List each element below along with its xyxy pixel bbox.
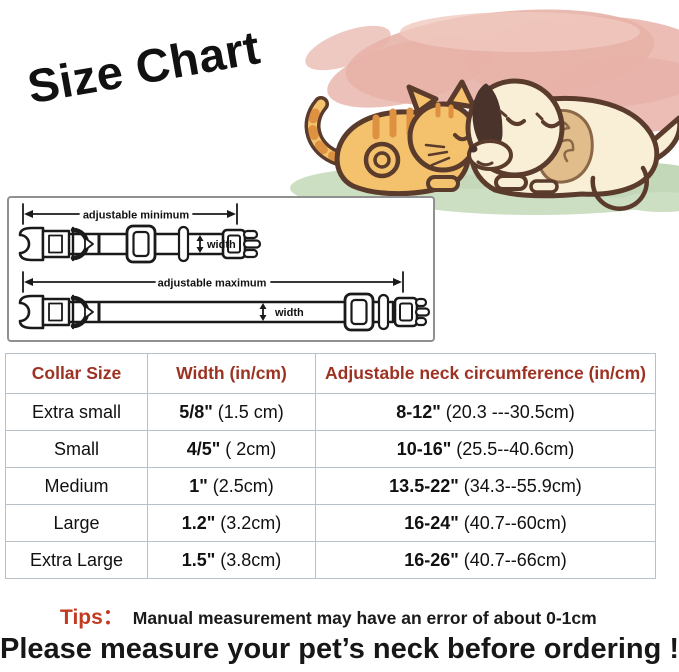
width-inches: 5/8" [179,401,213,422]
collar-diagram-box: adjustable minimum width [7,196,435,342]
width-cell: 1.2" (3.2cm) [147,504,316,542]
tips-text: Manual measurement may have an error of … [132,608,597,628]
measure-notice: Please measure your pet’s neck before or… [0,633,679,665]
width-cell: 5/8" (1.5 cm) [147,393,316,431]
header-circumference: Adjustable neck circumference (in/cm) [315,353,656,394]
circumference-cell: 16-26" (40.7--66cm) [315,541,656,579]
sleeping-dog-illustration [465,78,679,211]
collar-diagram: adjustable minimum width [18,203,431,332]
adjustable-maximum-label: adjustable maximum [158,278,267,290]
size-cell: Large [5,504,148,542]
tips-row: Tips： Manual measurement may have an err… [60,601,597,631]
width-cm: (1.5 cm) [212,401,284,422]
circumference-inches: 8-12" [396,401,441,422]
width-inches: 4/5" [186,438,221,459]
circumference-cm: (40.7--66cm) [458,549,567,570]
width-inches: 1.2" [181,512,216,533]
circumference-cell: 16-24" (40.7--60cm) [315,504,656,542]
table-row: Large 1.2" (3.2cm) 16-24" (40.7--60cm) [5,504,656,542]
size-cell: Medium [5,467,148,505]
width-label-bottom: width [274,307,304,319]
pets-illustration [290,9,679,215]
circumference-inches: 10-16" [396,438,452,459]
circumference-cm: (40.7--60cm) [458,512,567,533]
header-collar-size: Collar Size [5,353,148,394]
size-cell: Extra small [5,393,148,431]
table-row: Medium 1" (2.5cm) 13.5-22" (34.3--55.9cm… [5,467,656,505]
circumference-cell: 8-12" (20.3 ---30.5cm) [315,393,656,431]
circumference-cell: 13.5-22" (34.3--55.9cm) [315,467,656,505]
circumference-cm: (20.3 ---30.5cm) [440,401,575,422]
width-cell: 1" (2.5cm) [147,467,316,505]
width-cm: (2.5cm) [207,475,274,496]
circumference-cm: (34.3--55.9cm) [458,475,582,496]
table-row: Extra Large 1.5" (3.8cm) 16-26" (40.7--6… [5,541,656,579]
table-row: Small 4/5" ( 2cm) 10-16" (25.5--40.6cm) [5,430,656,468]
width-label-top: width [206,239,236,251]
circumference-cm: (25.5--40.6cm) [451,438,575,459]
circumference-cell: 10-16" (25.5--40.6cm) [315,430,656,468]
width-cm: (3.8cm) [215,549,282,570]
table-row: Extra small 5/8" (1.5 cm) 8-12" (20.3 --… [5,393,656,431]
width-cm: (3.2cm) [215,512,282,533]
size-cell: Extra Large [5,541,148,579]
circumference-inches: 16-26" [404,549,459,570]
tips-label: Tips： [60,606,124,629]
page-title: Size Chart [23,20,264,114]
circumference-inches: 16-24" [404,512,459,533]
adjustable-minimum-label: adjustable minimum [83,210,190,222]
width-cell: 4/5" ( 2cm) [147,430,316,468]
table-header-row: Collar Size Width (in/cm) Adjustable nec… [5,353,656,394]
header-width: Width (in/cm) [147,353,316,394]
width-inches: 1.5" [181,549,216,570]
width-cm: ( 2cm) [220,438,277,459]
width-cell: 1.5" (3.8cm) [147,541,316,579]
circumference-inches: 13.5-22" [389,475,459,496]
size-table: Collar Size Width (in/cm) Adjustable nec… [5,353,656,579]
size-cell: Small [5,430,148,468]
width-inches: 1" [189,475,208,496]
